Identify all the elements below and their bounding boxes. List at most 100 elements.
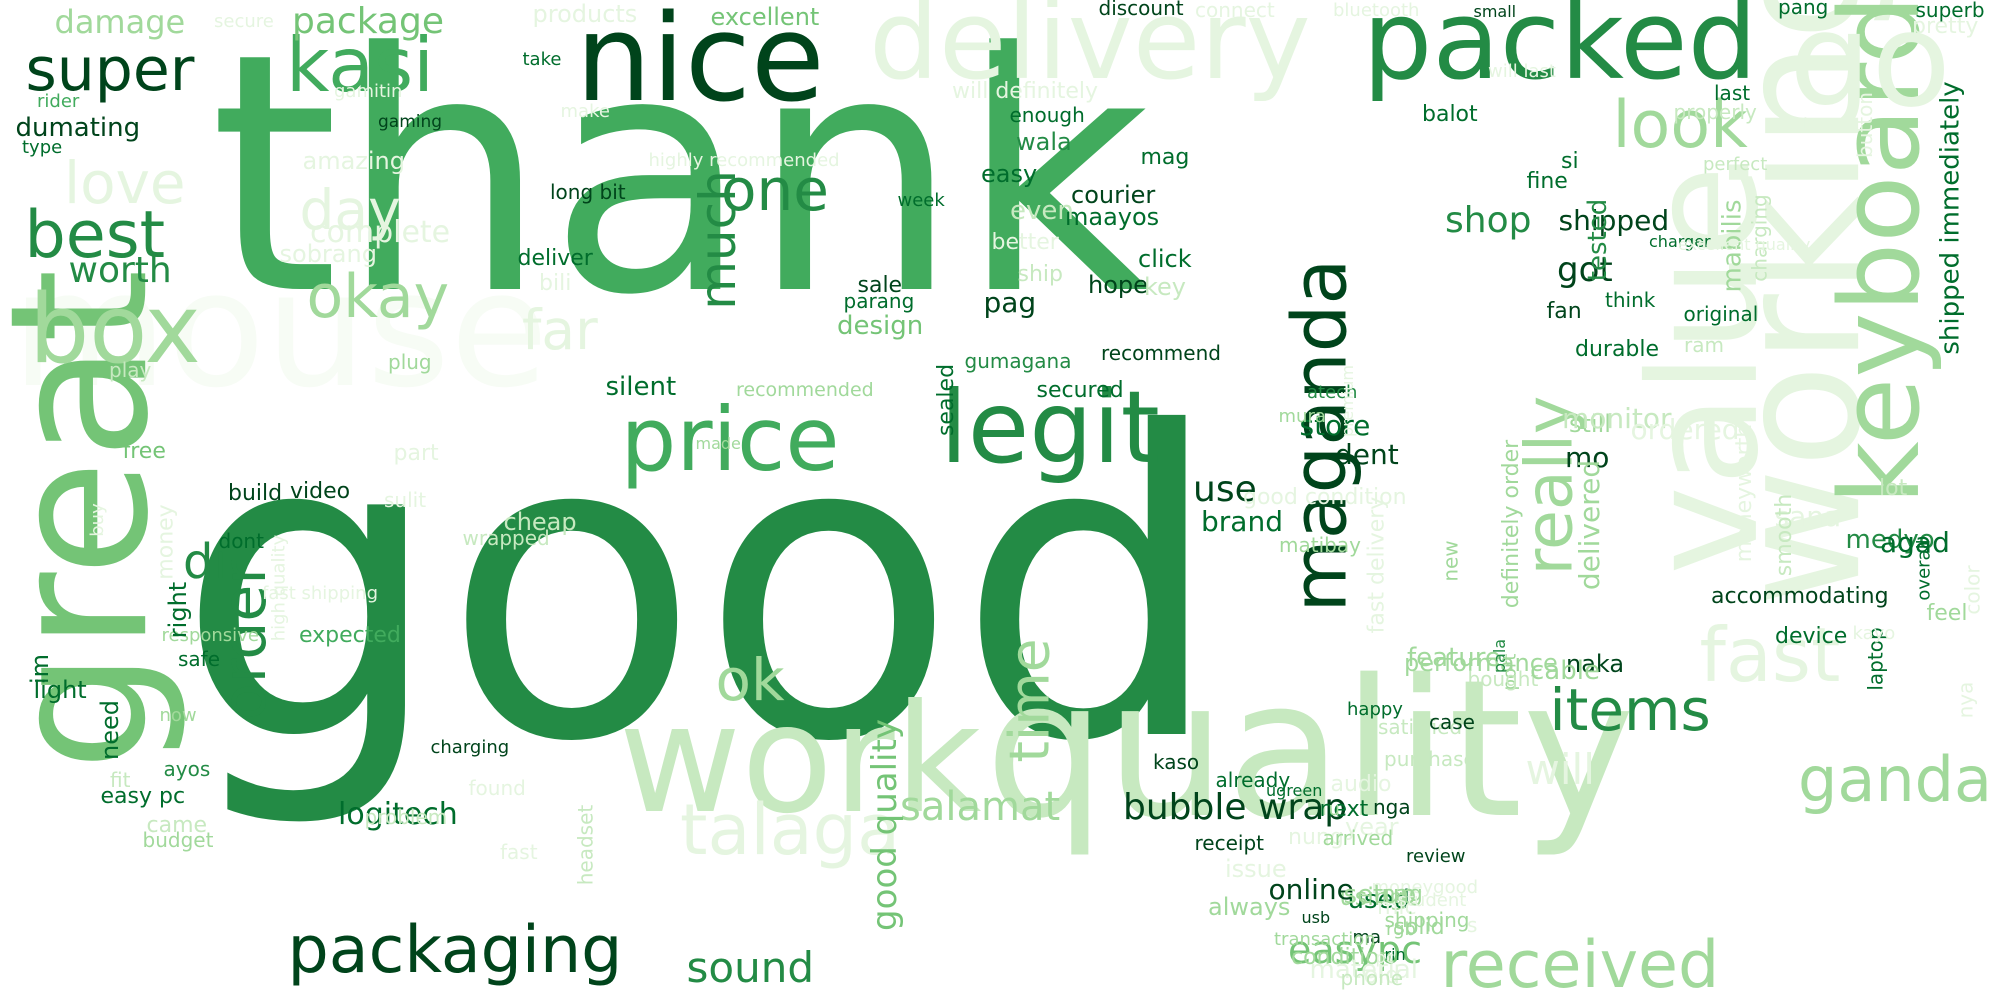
cloud-word: naka — [1566, 650, 1625, 678]
cloud-word: usb — [1301, 908, 1331, 927]
cloud-word: mura — [1278, 406, 1326, 427]
cloud-word: parang — [843, 289, 915, 313]
cloud-word: already — [1215, 768, 1291, 792]
cloud-word: medyo — [1845, 525, 1935, 555]
cloud-word: happy — [1347, 699, 1403, 720]
cloud-word: made — [695, 434, 741, 453]
cloud-word: fit — [110, 768, 131, 792]
cloud-word: responsive — [161, 625, 259, 646]
cloud-word: ganda — [1798, 743, 1992, 816]
cloud-word: charger — [1649, 232, 1711, 251]
cloud-word: superb — [1915, 0, 1985, 22]
cloud-word: cable — [1530, 656, 1600, 686]
cloud-word: deliver — [517, 246, 593, 271]
cloud-word: logitech — [338, 797, 458, 832]
cloud-word: premium — [1337, 365, 1357, 437]
cloud-word: rgb — [1386, 919, 1416, 940]
cloud-word: condition — [1291, 945, 1393, 970]
cloud-word: love — [64, 149, 186, 217]
cloud-word: properly — [1673, 100, 1757, 124]
cloud-word: work — [618, 673, 982, 847]
cloud-word: year — [1345, 813, 1399, 841]
cloud-word: box — [29, 274, 201, 385]
cloud-word: quality — [985, 639, 1635, 860]
cloud-word: nag — [1381, 882, 1423, 907]
cloud-word: enough — [1009, 103, 1085, 127]
cloud-word: small — [1473, 2, 1517, 21]
cloud-word: wala — [1016, 128, 1072, 156]
cloud-word: u — [1328, 799, 1340, 820]
cloud-word: build — [228, 481, 283, 506]
cloud-word: fast — [500, 840, 538, 864]
cloud-word: discount — [1098, 0, 1184, 20]
cloud-word: online — [1268, 873, 1354, 906]
cloud-word: definitely order — [1499, 439, 1525, 609]
cloud-word: fast — [1699, 610, 1841, 699]
cloud-word: mag — [1140, 145, 1190, 170]
cloud-word: time — [997, 637, 1062, 763]
cloud-word: light — [33, 676, 87, 704]
cloud-word: dent — [1335, 438, 1399, 471]
cloud-word: use — [1193, 469, 1257, 510]
cloud-word: right — [164, 581, 193, 639]
cloud-word: salamat — [900, 784, 1061, 830]
cloud-word: si — [1561, 149, 1579, 174]
cloud-word: kasi — [286, 20, 434, 109]
cloud-word: feel — [1926, 601, 1968, 626]
cloud-word: talaga — [680, 789, 901, 871]
cloud-word: free — [122, 439, 166, 464]
cloud-word: rider — [37, 91, 80, 112]
cloud-word: came — [146, 813, 208, 838]
cloud-word: pag — [983, 286, 1037, 319]
cloud-word: play — [109, 358, 152, 382]
cloud-word: long bit — [550, 180, 626, 204]
cloud-word: receipt — [1194, 831, 1264, 855]
cloud-word: ayos — [163, 757, 211, 781]
cloud-word: new — [1438, 540, 1463, 582]
cloud-word: kaso — [1153, 750, 1200, 774]
cloud-word: far — [522, 297, 598, 362]
cloud-word: ma — [1352, 927, 1382, 948]
cloud-word: courier — [1071, 181, 1156, 209]
cloud-word: recommend — [1101, 341, 1221, 365]
cloud-word: maayos — [1065, 203, 1160, 231]
cloud-word: shipped immediately — [1935, 81, 1966, 355]
cloud-word: audio — [1330, 772, 1392, 797]
cloud-word: high quality — [267, 534, 289, 642]
cloud-word: smooth — [1772, 493, 1798, 577]
cloud-word: wrapped — [462, 526, 550, 550]
cloud-word: matibay — [1279, 533, 1361, 557]
cloud-word: items — [1549, 676, 1711, 744]
cloud-word: kayo — [1852, 623, 1896, 644]
cloud-word: arrived — [1322, 826, 1394, 850]
cloud-word: satisfied — [1378, 715, 1463, 739]
cloud-word: always — [1208, 893, 1291, 921]
cloud-word: connect — [1195, 0, 1275, 22]
cloud-word: super — [25, 35, 195, 105]
cloud-word: amazing — [302, 147, 406, 175]
cloud-word: safe — [178, 647, 221, 671]
cloud-word: dont — [218, 529, 264, 553]
cloud-word: ship — [1017, 262, 1063, 287]
cloud-word: last — [1714, 81, 1751, 105]
cloud-word: accommodating — [1711, 584, 1889, 609]
cloud-word: moneyworth — [1732, 423, 1758, 563]
cloud-word: perfect — [1703, 154, 1768, 175]
cloud-word: still — [1569, 410, 1611, 438]
cloud-word: received — [1440, 927, 1720, 1000]
cloud-word: lot — [1879, 476, 1908, 501]
cloud-word: sealed — [934, 363, 960, 437]
cloud-word: price — [620, 388, 840, 491]
cloud-word: nung — [1288, 825, 1344, 850]
cloud-word: ugreen — [1266, 781, 1323, 800]
cloud-word: will — [1525, 745, 1595, 794]
cloud-word: charging — [430, 737, 510, 758]
cloud-word: expected — [299, 623, 401, 648]
cloud-word: fan — [1546, 299, 1582, 324]
cloud-word: device — [1775, 624, 1848, 649]
cloud-word: packaging — [287, 912, 623, 988]
cloud-word: buy — [86, 503, 108, 537]
cloud-word: easy pc — [100, 784, 186, 809]
cloud-word: easy — [981, 160, 1038, 188]
cloud-word: budget — [142, 828, 214, 852]
